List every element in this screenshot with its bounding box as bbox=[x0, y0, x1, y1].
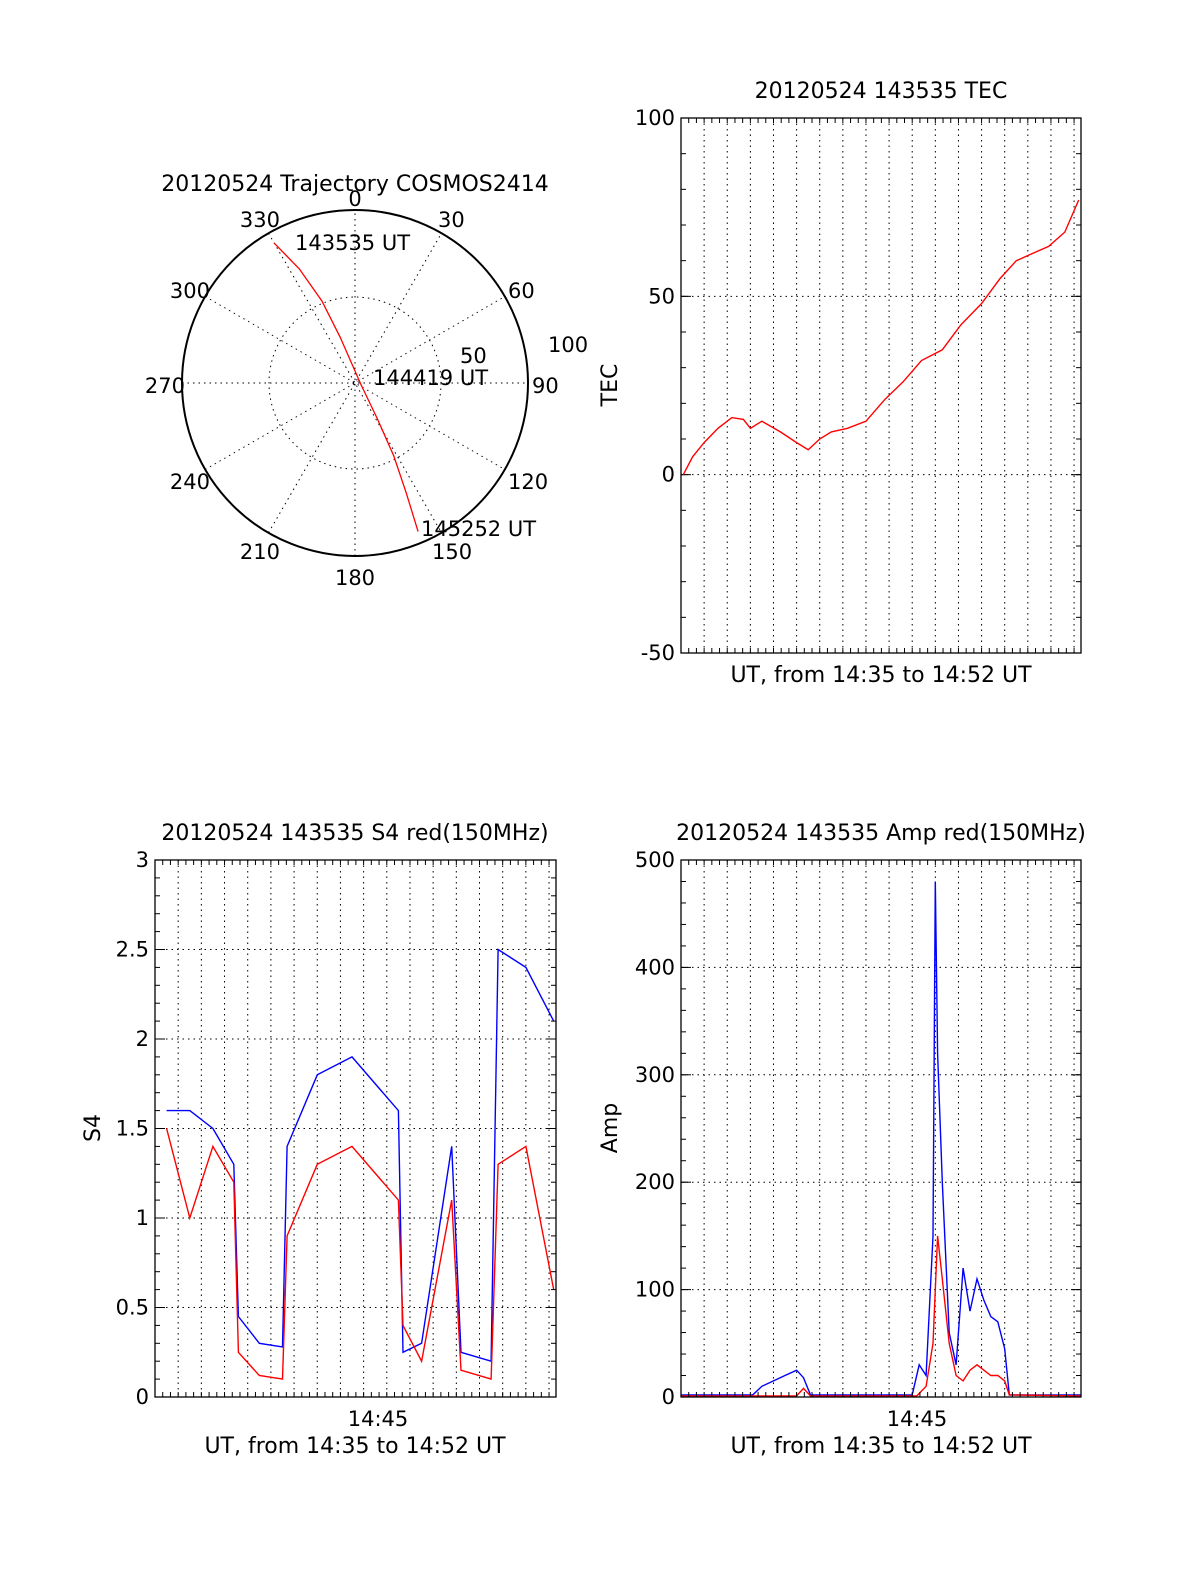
s4-y-tick-label: 2 bbox=[136, 1027, 149, 1051]
amp-y-tick-label: 300 bbox=[635, 1063, 675, 1087]
polar-azimuth-label: 180 bbox=[335, 566, 375, 590]
amp-series-line-2 bbox=[681, 1235, 1082, 1397]
trajectory-time-label: 143535 UT bbox=[295, 231, 410, 255]
amp-y-tick-label: 0 bbox=[662, 1385, 675, 1409]
amp-x-axis-label: UT, from 14:35 to 14:52 UT bbox=[730, 1434, 1032, 1459]
s4-y-tick-label: 2.5 bbox=[116, 938, 149, 962]
polar-ring-label: 50 bbox=[460, 344, 487, 368]
polar-title: 20120524 Trajectory COSMOS2414 bbox=[161, 172, 548, 197]
polar-azimuth-label: 240 bbox=[170, 470, 210, 494]
polar-azimuth-label: 60 bbox=[508, 279, 535, 303]
tec-y-tick-label: 100 bbox=[635, 106, 675, 130]
amp-title: 20120524 143535 Amp red(150MHz) bbox=[676, 821, 1086, 846]
amp-series-line-1 bbox=[681, 881, 1081, 1396]
tec-y-tick-label: 50 bbox=[648, 284, 675, 308]
s4-y-axis-label: S4 bbox=[81, 1114, 106, 1142]
s4-panel: 20120524 143535 S4 red(150MHz) 0 0.5 1 1.5 2… bbox=[81, 821, 557, 1459]
amp-y-tick-label: 200 bbox=[635, 1170, 675, 1194]
s4-y-tick-label: 1.5 bbox=[116, 1117, 149, 1141]
polar-azimuth-label: 300 bbox=[170, 279, 210, 303]
amp-y-tick-label: 500 bbox=[635, 848, 675, 872]
s4-x-axis-label: UT, from 14:35 to 14:52 UT bbox=[204, 1434, 506, 1459]
polar-trajectory-panel: 20120524 Trajectory COSMOS2414 0 30 60 90 12… bbox=[145, 172, 588, 590]
trajectory-time-label: 144419 UT bbox=[373, 366, 488, 390]
tec-y-tick-label: -50 bbox=[641, 641, 675, 665]
s4-series-line-2 bbox=[165, 1128, 555, 1381]
s4-y-tick-label: 0 bbox=[136, 1385, 149, 1409]
tec-series-line-1 bbox=[682, 199, 1080, 476]
s4-y-tick-label: 3 bbox=[136, 848, 149, 872]
polar-azimuth-label: 30 bbox=[438, 208, 465, 232]
amp-plot-frame bbox=[680, 859, 1082, 1398]
s4-title: 20120524 143535 S4 red(150MHz) bbox=[161, 821, 548, 846]
polar-azimuth-label: 0 bbox=[348, 187, 361, 211]
polar-azimuth-label: 90 bbox=[532, 374, 559, 398]
amp-panel: 20120524 143535 Amp red(150MHz) 0 100 200 3… bbox=[598, 821, 1086, 1459]
amp-y-tick-label: 400 bbox=[635, 955, 675, 979]
tec-x-axis-label: UT, from 14:35 to 14:52 UT bbox=[730, 663, 1032, 688]
s4-y-tick-label: 0.5 bbox=[116, 1296, 149, 1320]
polar-azimuth-label: 120 bbox=[508, 470, 548, 494]
tec-y-tick-label: 0 bbox=[662, 463, 675, 487]
tec-title: 20120524 143535 TEC bbox=[755, 79, 1008, 104]
polar-azimuth-label: 150 bbox=[432, 540, 472, 564]
amp-y-tick-label: 100 bbox=[635, 1278, 675, 1302]
amp-x-tick-label: 14:45 bbox=[887, 1407, 948, 1431]
tec-plot-frame bbox=[680, 117, 1082, 654]
tec-panel: 20120524 143535 TEC -50 0 50 100 TEC UT, fr… bbox=[598, 79, 1082, 688]
polar-azimuth-label: 270 bbox=[145, 374, 185, 398]
s4-x-tick-label: 14:45 bbox=[348, 1407, 409, 1431]
tec-y-axis-label: TEC bbox=[598, 364, 623, 408]
s4-plot-frame bbox=[154, 859, 557, 1398]
polar-azimuth-label: 330 bbox=[240, 208, 280, 232]
trajectory-line bbox=[273, 242, 419, 532]
polar-azimuth-label: 210 bbox=[240, 540, 280, 564]
s4-y-tick-label: 1 bbox=[136, 1206, 149, 1230]
trajectory-time-label: 145252 UT bbox=[421, 517, 536, 541]
polar-ring-label: 100 bbox=[548, 333, 588, 357]
amp-y-axis-label: Amp bbox=[598, 1103, 623, 1153]
